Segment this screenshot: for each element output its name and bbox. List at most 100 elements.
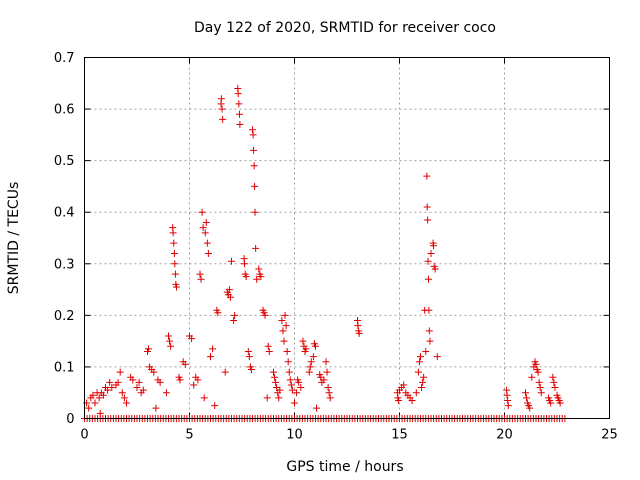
data-point: [276, 386, 284, 394]
data-point: [225, 286, 233, 294]
data-point: [200, 394, 208, 402]
data-point: [424, 257, 432, 265]
data-point: [91, 399, 99, 407]
grid: [84, 57, 610, 419]
data-point: [150, 368, 158, 376]
data-point: [198, 208, 206, 216]
data-point: [263, 394, 271, 402]
data-point: [280, 337, 288, 345]
data-point: [288, 386, 296, 394]
y-tick-label: 0.6: [54, 103, 75, 118]
data-point: [249, 126, 256, 134]
data-point: [234, 90, 242, 98]
data-point: [207, 353, 214, 361]
data-point: [197, 275, 205, 283]
chart-title: Day 122 of 2020, SRMTID for receiver coc…: [194, 20, 496, 36]
data-point: [251, 182, 259, 190]
data-point: [297, 384, 305, 392]
data-point: [286, 376, 294, 384]
data-point: [418, 384, 426, 392]
data-point: [537, 389, 545, 397]
data-point: [218, 105, 226, 113]
data-point: [522, 389, 529, 397]
data-point: [211, 402, 219, 410]
data-point: [415, 358, 423, 366]
data-point: [503, 391, 511, 399]
data-point: [106, 378, 114, 386]
data-point: [414, 368, 422, 376]
data-point: [116, 368, 124, 376]
data-point: [203, 239, 211, 247]
data-point: [312, 342, 319, 350]
y-axis-ticks: 0 0.1 0.2 0.3 0.4 0.5 0.6 0.7: [54, 51, 610, 427]
data-point: [85, 404, 93, 412]
data-point: [95, 394, 103, 402]
data-point: [236, 121, 244, 129]
data-point: [305, 368, 313, 376]
data-point: [354, 322, 362, 330]
y-tick-label: 0.5: [54, 154, 75, 169]
y-tick-label: 0.1: [54, 360, 75, 375]
data-point: [307, 358, 315, 366]
data-point: [281, 311, 289, 319]
data-point: [271, 373, 279, 381]
data-point: [284, 358, 292, 366]
data-point: [123, 399, 130, 407]
data-point: [249, 131, 257, 139]
data-point: [242, 273, 250, 281]
data-point: [219, 115, 227, 123]
data-point: [221, 368, 229, 376]
data-point: [214, 309, 222, 317]
data-point: [547, 399, 555, 407]
data-point: [504, 402, 512, 410]
data-point: [551, 384, 559, 392]
data-point: [326, 394, 334, 402]
data-point: [156, 378, 164, 386]
x-tick-label: 15: [391, 428, 408, 443]
data-point: [199, 224, 207, 232]
y-axis-title: SRMTID / TECUs: [6, 182, 22, 295]
data-point: [320, 376, 328, 384]
y-tick-label: 0.3: [54, 257, 75, 272]
data-point: [235, 100, 243, 108]
data-point: [104, 386, 112, 394]
data-point: [287, 381, 295, 389]
data-point: [114, 378, 122, 386]
data-point: [427, 249, 435, 257]
data-point: [424, 275, 432, 283]
data-point: [424, 216, 432, 224]
data-point: [169, 229, 177, 237]
data-point: [181, 360, 189, 368]
y-tick-label: 0.4: [54, 206, 75, 221]
data-point: [89, 391, 97, 399]
data-point: [291, 399, 298, 407]
data-point: [172, 283, 180, 291]
data-point: [99, 391, 107, 399]
data-point: [170, 249, 178, 257]
x-axis-title: GPS time / hours: [286, 459, 403, 475]
data-point: [278, 317, 286, 325]
data-point: [231, 311, 239, 319]
data-point: [325, 389, 333, 397]
data-point: [118, 389, 126, 397]
data-point: [244, 347, 252, 355]
data-point: [264, 342, 272, 350]
data-point: [417, 353, 424, 361]
data-point: [247, 366, 255, 374]
data-point: [534, 368, 542, 376]
data-point: [270, 368, 277, 376]
data-point: [431, 265, 439, 273]
data-point: [129, 376, 137, 384]
data-point: [265, 347, 273, 355]
y-tick-label: 0.7: [54, 51, 75, 66]
data-point: [209, 345, 217, 353]
data-point: [550, 378, 558, 386]
data-point: [299, 337, 307, 345]
data-point: [272, 378, 280, 386]
data-points: [81, 84, 569, 422]
data-point: [217, 95, 225, 103]
data-point: [302, 345, 310, 353]
data-point: [283, 347, 291, 355]
data-point: [279, 327, 287, 335]
